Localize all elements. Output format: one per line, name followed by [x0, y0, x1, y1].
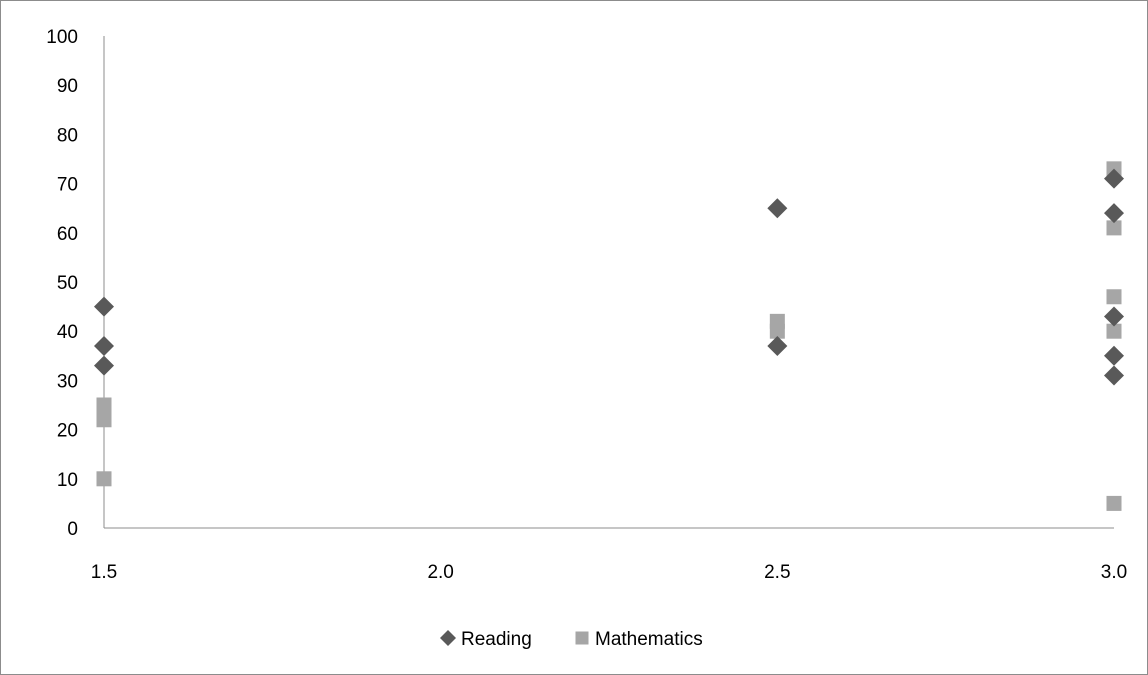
x-tick-label: 2.0	[427, 562, 453, 583]
mathematics-point	[1106, 323, 1122, 339]
legend: Reading Mathematics	[440, 629, 703, 650]
x-tick-label: 2.5	[764, 562, 790, 583]
mathematics-point	[1106, 495, 1122, 511]
series-reading	[94, 168, 1124, 386]
mathematics-point	[1106, 289, 1122, 305]
y-tick-label: 40	[57, 322, 78, 343]
reading-point	[767, 335, 788, 356]
reading-point	[1104, 345, 1124, 366]
y-tick-label: 0	[67, 519, 78, 540]
mathematics-point	[1106, 220, 1122, 236]
data-points	[94, 161, 1124, 511]
reading-point	[1104, 365, 1124, 386]
reading-point	[94, 296, 114, 317]
reading-point	[1104, 306, 1124, 327]
legend-label: Reading	[461, 629, 532, 650]
series-mathematics	[96, 161, 1122, 511]
y-tick-label: 30	[57, 371, 78, 392]
legend-square-icon	[575, 631, 589, 645]
reading-point	[1104, 168, 1124, 189]
y-tick-label: 50	[57, 273, 78, 294]
legend-item-reading: Reading	[440, 629, 532, 650]
y-tick-label: 70	[57, 175, 78, 196]
reading-point	[94, 355, 114, 376]
mathematics-point	[769, 323, 785, 339]
reading-point	[1104, 203, 1124, 224]
legend-label: Mathematics	[595, 629, 703, 650]
legend-diamond-icon	[440, 630, 456, 646]
x-tick-label: 3.0	[1101, 562, 1127, 583]
y-tick-label: 60	[57, 224, 78, 245]
y-tick-label: 80	[57, 125, 78, 146]
x-tick-label: 1.5	[91, 562, 117, 583]
y-tick-label: 20	[57, 421, 78, 442]
reading-point	[767, 198, 788, 219]
mathematics-point	[96, 471, 112, 487]
y-axis-ticks: 0 10 20 30 40 50 60 70 80 90 100	[46, 27, 78, 540]
reading-point	[94, 335, 114, 356]
axes	[103, 36, 1114, 529]
y-tick-label: 10	[57, 470, 78, 491]
y-tick-label: 100	[46, 27, 78, 48]
mathematics-point	[96, 412, 112, 428]
y-tick-label: 90	[57, 76, 78, 97]
legend-item-mathematics: Mathematics	[575, 629, 703, 650]
x-axis-ticks: 1.5 2.0 2.5 3.0	[91, 562, 1127, 583]
